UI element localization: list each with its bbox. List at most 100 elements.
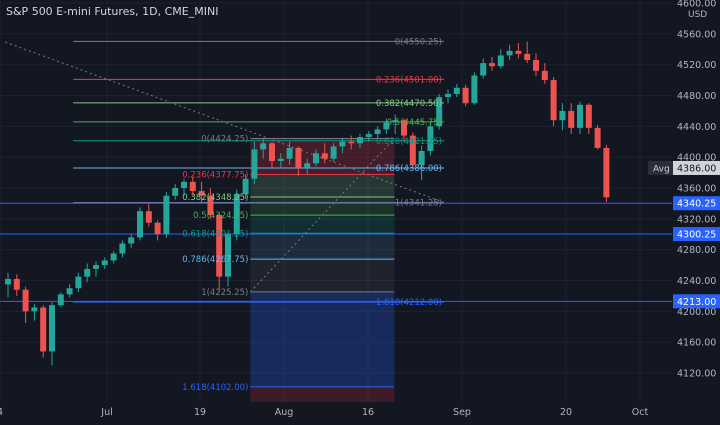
candle-body (313, 153, 319, 164)
candle-body (374, 129, 381, 135)
candle-body (216, 214, 223, 277)
candle-body (533, 60, 539, 71)
fib-zone (250, 386, 395, 402)
candle-body (506, 50, 513, 56)
time-tick-label: Aug (275, 407, 294, 418)
price-axis-background (672, 0, 720, 425)
candle-body (515, 50, 522, 54)
price-tick-label: 4320.00 (677, 214, 716, 225)
candle-body (453, 87, 460, 94)
candle-body (225, 234, 231, 277)
time-tick-label: 19 (194, 407, 206, 418)
price-label-box (673, 294, 720, 309)
price-label-value: 4300.25 (677, 230, 716, 241)
price-tick-label: 4560.00 (677, 29, 716, 40)
fib-level-label: 0.382(4470.50) (376, 99, 442, 109)
candle-body (57, 294, 64, 306)
candle-body (40, 307, 47, 352)
candle-body (550, 80, 557, 121)
candle-body (207, 195, 214, 215)
candle-body (471, 75, 478, 104)
price-tick-label: 4280.00 (677, 245, 716, 256)
candle-body (189, 181, 196, 192)
candle-body (137, 211, 143, 238)
price-label-box (673, 196, 720, 211)
candle-body (145, 211, 152, 223)
price-axis[interactable]: 4120.00 4160.00 4200.00 4240.00 4280.00 4320.… (672, 0, 720, 425)
fib-1 (250, 137, 395, 402)
price-tick-label: 4120.00 (677, 369, 716, 380)
candle-body (101, 260, 108, 266)
fib-level-label: 1.618(4212.00) (376, 298, 442, 308)
fib-level-label: 0.382(4348.25) (182, 193, 248, 203)
candle-body (348, 141, 355, 144)
fib-level-label: 0.618(4421.25) (376, 137, 442, 147)
price-tick-label: 4160.00 (677, 338, 716, 349)
candle-body (409, 135, 416, 165)
candle-body (497, 55, 504, 67)
candle-body (594, 127, 601, 148)
candle-body (339, 141, 346, 147)
time-tick-label: 20 (560, 407, 572, 418)
price-labels: Avg 4386.00 4340.25 4300.25 4213.00 (648, 160, 720, 309)
fib-zone (250, 197, 395, 216)
candle-body (436, 97, 443, 127)
candle-body (445, 93, 451, 98)
candle-body (5, 278, 11, 285)
candlestick-series (5, 41, 610, 366)
candle-body (286, 147, 293, 159)
avg-value-box (673, 160, 720, 175)
price-tick-label: 4200.00 (677, 307, 716, 318)
candle-body (480, 63, 487, 76)
time-axis[interactable]: 4 Jul 19 Aug 16 Sep 20 Oct (0, 402, 720, 425)
candle-body (357, 137, 363, 144)
candle-body (260, 143, 267, 150)
price-label-value: 4340.25 (677, 199, 716, 210)
candle-body (269, 143, 275, 162)
fib-level-label: 0.786(4267.75) (182, 255, 248, 265)
candle-body (489, 63, 495, 67)
candle-body (181, 181, 187, 188)
candle-body (198, 191, 205, 196)
candle-body (603, 147, 610, 198)
price-tick-label: 4520.00 (677, 60, 716, 71)
candle-body (559, 110, 566, 121)
time-tick-label: Sep (453, 407, 471, 418)
time-axis-background (0, 402, 720, 425)
candle-body (31, 307, 38, 312)
candle-body (365, 134, 372, 138)
fib-level-label: 0.618(4301.25) (182, 229, 248, 239)
price-label-box (673, 227, 720, 242)
fib-level-label: 0(4424.25) (201, 134, 248, 144)
time-tick-label: Jul (100, 407, 112, 418)
fib-level-label: 0.5(4324.75) (193, 211, 248, 221)
candle-body (84, 268, 91, 277)
price-tick-label: 4440.00 (677, 122, 716, 133)
candle-body (304, 163, 311, 168)
fib-trend-line (3, 40, 445, 203)
fib-level-label: 1.618(4102.00) (182, 383, 248, 393)
price-tick-label: 4400.00 (677, 153, 716, 164)
fib-zone (250, 233, 395, 260)
fib-level-label: 0.236(4377.75) (182, 170, 248, 180)
candle-body (418, 151, 425, 165)
candle-body (119, 243, 126, 254)
price-label-value: 4213.00 (677, 297, 716, 308)
chart-title: S&P 500 E-mini Futures, 1D, CME_MINI (6, 5, 219, 18)
fib-level-label: 1(4225.25) (201, 288, 248, 298)
candle-body (568, 110, 575, 128)
fib-zone (250, 291, 395, 387)
candle-body (154, 222, 161, 235)
fib-level-label: 0.5(4445.75) (387, 118, 442, 128)
candle-body (251, 149, 258, 179)
fib-level-label: 1(4341.25) (395, 198, 442, 208)
candle-body (427, 126, 434, 151)
price-tick-label: 4480.00 (677, 91, 716, 102)
candle-body (233, 194, 240, 235)
candle-body (277, 158, 284, 162)
horizontal-lines[interactable] (0, 202, 672, 302)
candle-body (321, 153, 328, 159)
candle-body (392, 120, 399, 123)
